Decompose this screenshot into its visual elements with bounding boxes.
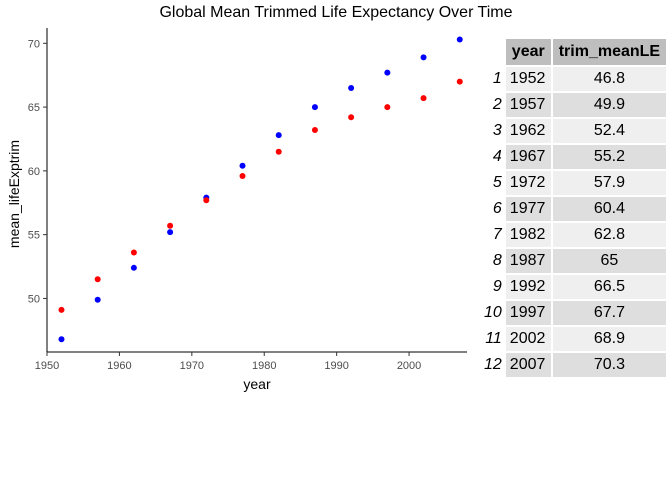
data-point-series-2 <box>384 104 391 111</box>
row-number-cell: 6 <box>492 200 502 217</box>
trim-meanle-cell: 49.9 <box>552 93 667 117</box>
table-row: 9 1992 66.5 <box>480 275 667 299</box>
table-row: 11 2002 68.9 <box>480 327 667 351</box>
table-row: 7 1982 62.8 <box>480 223 667 247</box>
data-point-series-2 <box>167 222 174 229</box>
x-tick-label: 1950 <box>35 360 59 372</box>
table-row: 3 1962 52.4 <box>480 119 667 143</box>
data-point-series-2 <box>456 78 463 85</box>
row-number-cell: 3 <box>492 122 502 139</box>
year-cell: 1952 <box>505 67 551 91</box>
row-number-cell: 7 <box>492 226 502 243</box>
table-header-row: year trim_meanLE <box>480 39 667 65</box>
year-cell: 1982 <box>505 223 551 247</box>
x-tick-label: 1990 <box>324 360 348 372</box>
row-number-cell: 4 <box>492 148 502 165</box>
column-header-year: year <box>505 39 551 65</box>
table-row: 12 2007 70.3 <box>480 353 667 377</box>
chart-title: Global Mean Trimmed Life Expectancy Over… <box>159 4 512 21</box>
y-tick-label: 60 <box>28 166 40 178</box>
year-cell: 1987 <box>505 249 551 273</box>
row-number-cell: 12 <box>484 356 502 373</box>
x-tick-label: 1960 <box>107 360 131 372</box>
trim-meanle-cell: 60.4 <box>552 197 667 221</box>
table-row: 8 1987 65 <box>480 249 667 273</box>
data-table: year trim_meanLE 1 1952 46.8 2 1957 49.9 3 1962… <box>478 37 668 379</box>
data-point-series-2 <box>311 127 318 134</box>
data-point-series-1 <box>420 54 427 61</box>
year-cell: 1972 <box>505 171 551 195</box>
y-tick-label: 55 <box>28 230 40 242</box>
table-row: 1 1952 46.8 <box>480 67 667 91</box>
data-point-series-1 <box>348 84 355 91</box>
data-point-series-1 <box>311 104 318 111</box>
data-point-series-1 <box>384 69 391 76</box>
row-number-cell: 1 <box>492 70 502 87</box>
data-point-series-1 <box>94 296 101 303</box>
year-cell: 1997 <box>505 301 551 325</box>
y-tick-label: 70 <box>28 38 40 50</box>
y-axis-title: mean_lifeExptrim <box>6 140 22 248</box>
x-tick-label: 1980 <box>252 360 276 372</box>
trim-meanle-cell: 52.4 <box>552 119 667 143</box>
column-header-trim-meanle: trim_meanLE <box>552 39 667 65</box>
row-number-cell: 9 <box>492 278 502 295</box>
data-point-series-2 <box>58 306 65 313</box>
row-number-cell: 11 <box>485 330 502 347</box>
table-row: 2 1957 49.9 <box>480 93 667 117</box>
data-point-series-2 <box>420 95 427 102</box>
row-number-cell: 5 <box>492 174 502 191</box>
data-point-series-1 <box>58 336 65 343</box>
data-point-series-2 <box>239 172 246 179</box>
year-cell: 1962 <box>505 119 551 143</box>
data-point-series-1 <box>239 162 246 169</box>
trim-meanle-cell: 65 <box>552 249 667 273</box>
year-cell: 2007 <box>505 353 551 377</box>
x-tick-label: 1970 <box>180 360 204 372</box>
data-point-series-1 <box>167 229 174 236</box>
x-axis-title: year <box>243 376 271 392</box>
data-point-series-2 <box>348 114 355 121</box>
plot-area: 50 55 60 65 70 1950 1960 1970 1980 1990 2000 <box>28 28 467 372</box>
year-cell: 1967 <box>505 145 551 169</box>
year-cell: 1977 <box>505 197 551 221</box>
trim-meanle-cell: 68.9 <box>552 327 667 351</box>
table-body: 1 1952 46.8 2 1957 49.9 3 1962 52.4 4 1967 55.2 5 197… <box>480 67 667 377</box>
y-tick-label: 50 <box>28 293 40 305</box>
trim-meanle-cell: 55.2 <box>552 145 667 169</box>
data-point-series-1 <box>130 264 137 271</box>
data-point-series-1 <box>456 36 463 43</box>
table-row: 10 1997 67.7 <box>480 301 667 325</box>
trim-meanle-cell: 57.9 <box>552 171 667 195</box>
y-tick-label: 65 <box>28 102 40 114</box>
table-row: 6 1977 60.4 <box>480 197 667 221</box>
row-number-cell: 10 <box>484 304 502 321</box>
year-cell: 2002 <box>505 327 551 351</box>
year-cell: 1957 <box>505 93 551 117</box>
data-point-series-2 <box>203 197 210 204</box>
row-number-cell: 8 <box>492 252 502 269</box>
trim-meanle-cell: 70.3 <box>552 353 667 377</box>
row-number-cell: 2 <box>492 96 502 113</box>
data-point-series-1 <box>275 132 282 139</box>
trim-meanle-cell: 46.8 <box>552 67 667 91</box>
row-number-header <box>480 39 504 65</box>
trim-meanle-cell: 67.7 <box>552 301 667 325</box>
x-tick-label: 2000 <box>397 360 421 372</box>
data-point-series-2 <box>94 276 101 283</box>
year-cell: 1992 <box>505 275 551 299</box>
table-row: 5 1972 57.9 <box>480 171 667 195</box>
trim-meanle-cell: 66.5 <box>552 275 667 299</box>
data-point-series-2 <box>275 148 282 155</box>
table-row: 4 1967 55.2 <box>480 145 667 169</box>
data-point-series-2 <box>130 249 137 256</box>
trim-meanle-cell: 62.8 <box>552 223 667 247</box>
